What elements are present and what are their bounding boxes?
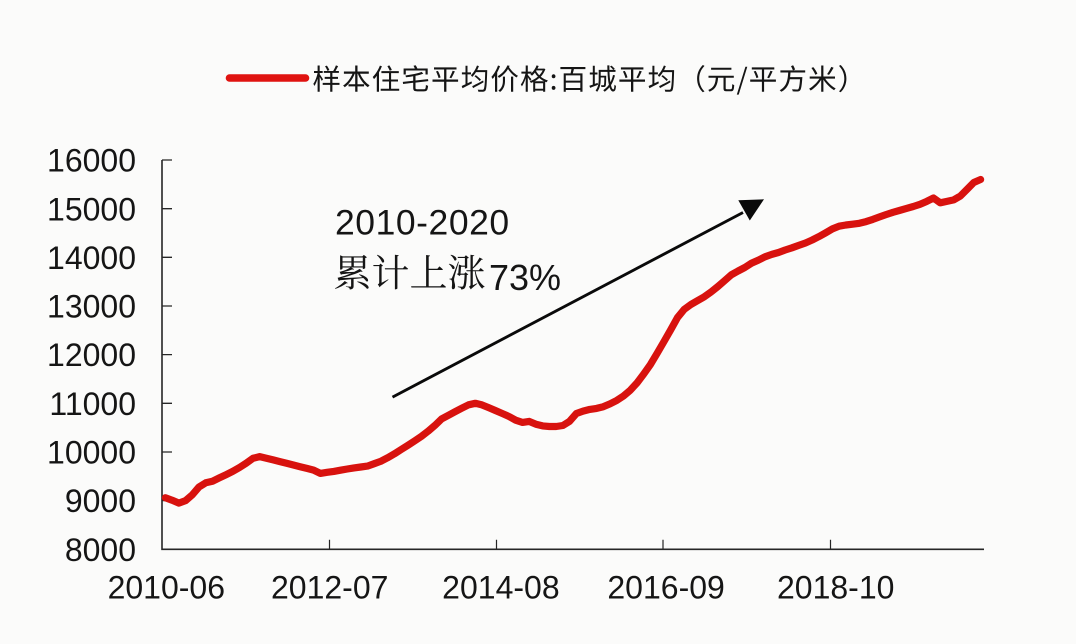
svg-text:2016-09: 2016-09	[607, 570, 724, 606]
svg-text:14000: 14000	[47, 240, 136, 276]
svg-text:8000: 8000	[65, 532, 136, 568]
svg-text:10000: 10000	[47, 435, 136, 471]
svg-text:2010-06: 2010-06	[108, 570, 225, 606]
svg-text:2018-10: 2018-10	[777, 570, 894, 606]
svg-text:12000: 12000	[47, 337, 136, 373]
svg-text:11000: 11000	[49, 386, 136, 422]
svg-text:2012-07: 2012-07	[271, 570, 388, 606]
svg-text:2014-08: 2014-08	[442, 570, 559, 606]
svg-text:9000: 9000	[65, 483, 136, 519]
svg-text:73%: 73%	[489, 257, 561, 298]
svg-text:2010-2020: 2010-2020	[335, 203, 510, 243]
svg-text:15000: 15000	[47, 191, 136, 227]
svg-text:13000: 13000	[47, 289, 136, 325]
svg-text:16000: 16000	[47, 143, 136, 179]
